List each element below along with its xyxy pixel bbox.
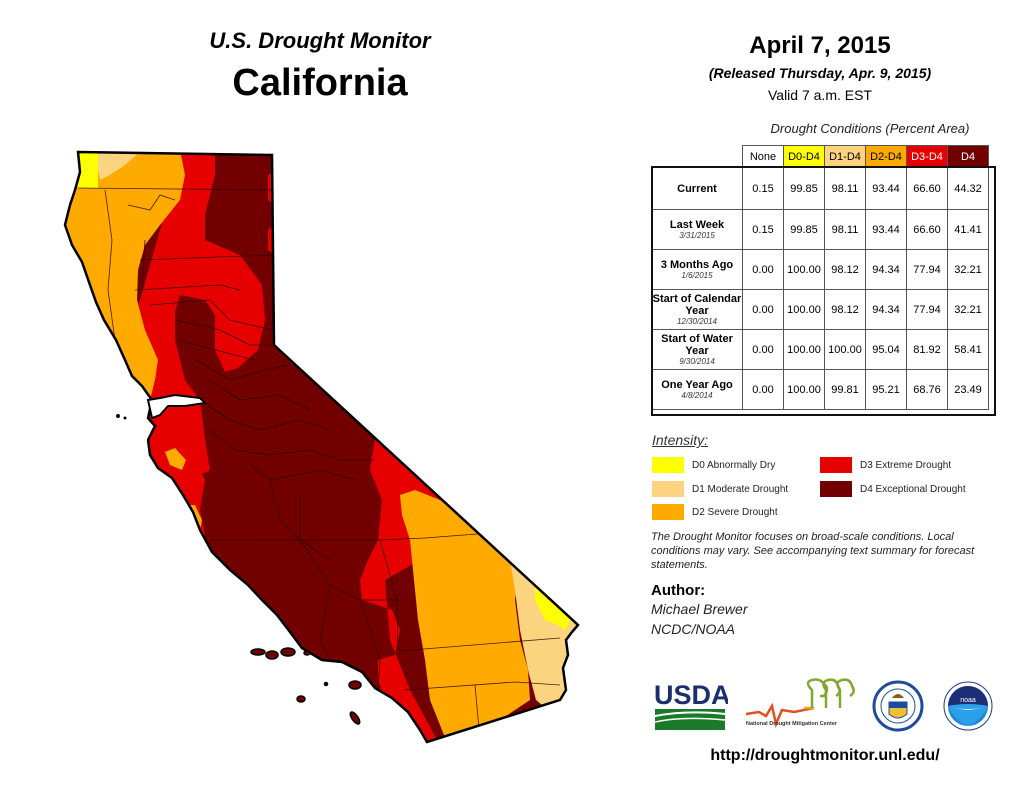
svg-text:USDA: USDA [654,680,728,710]
cell: 99.81 [824,369,866,410]
drought-conditions-table: None D0-D4 D1-D4 D2-D4 D3-D4 D4 Current … [651,145,989,410]
legend-item-d4: D4 Exceptional Drought [820,481,966,497]
california-drought-map [63,150,580,744]
col-d4: D4 [947,145,989,168]
usda-logo: USDA [654,680,728,730]
swatch-d0 [652,457,684,473]
cell: 93.44 [865,167,907,210]
cell: 95.04 [865,329,907,370]
swatch-d3 [820,457,852,473]
cell: 0.00 [742,249,784,290]
table-row: Last Week 3/31/2015 0.15 99.85 98.11 93.4… [651,209,989,250]
website-link[interactable]: http://droughtmonitor.unl.edu/ [710,747,940,764]
table-header-row: None D0-D4 D1-D4 D2-D4 D3-D4 D4 [652,145,989,168]
farallon-islands [116,414,127,420]
zone-d2-north [65,152,185,400]
cell: 0.15 [742,209,784,250]
cell: 99.85 [783,167,825,210]
cell: 94.34 [865,249,907,290]
cell: 98.11 [824,167,866,210]
author-name: Michael Brewer [651,601,748,617]
author-org: NCDC/NOAA [651,621,736,637]
zone-d3-north [120,152,265,480]
cell: 41.41 [947,209,989,250]
row-label: Last Week 3/31/2015 [651,209,743,250]
cell: 77.94 [906,289,948,330]
zone-d2-south [400,490,530,742]
swatch-d4 [820,481,852,497]
cell: 58.41 [947,329,989,370]
table-row: Start of Calendar Year 12/30/2014 0.00 10… [651,289,989,330]
cell: 0.15 [742,167,784,210]
legend-item-d0: D0 Abnormally Dry [652,457,775,473]
sf-bay [146,393,208,420]
swatch-d1 [652,481,684,497]
svg-text:noaa: noaa [960,697,976,704]
col-d2-d4: D2-D4 [865,145,907,168]
cell: 68.76 [906,369,948,410]
row-label: One Year Ago 4/8/2014 [651,369,743,410]
noaa-logo: noaa [943,681,993,731]
ndmc-logo: National Drought Mitigation Center [745,678,855,729]
cell: 93.44 [865,209,907,250]
cell: 95.21 [865,369,907,410]
legend-item-d3: D3 Extreme Drought [820,457,951,473]
col-none: None [742,145,784,168]
swatch-d2 [652,504,684,520]
table-row: One Year Ago 4/8/2014 0.00 100.00 99.81 9… [651,369,989,410]
valid-time: Valid 7 a.m. EST [767,87,872,103]
zone-d1-south [495,530,578,710]
zone-d0-north [70,152,98,188]
cell: 32.21 [947,289,989,330]
row-label: Start of Water Year 9/30/2014 [651,329,743,370]
cell: 44.32 [947,167,989,210]
map-title: U.S. Drought Monitor [209,28,431,53]
table-row: 3 Months Ago 1/6/2015 0.00 100.00 98.12 9… [651,249,989,290]
cell: 0.00 [742,369,784,410]
cell: 23.49 [947,369,989,410]
cell: 66.60 [906,167,948,210]
cell: 98.11 [824,209,866,250]
channel-islands [250,647,362,725]
row-label: Current [651,167,743,210]
cell: 100.00 [783,289,825,330]
map-date: April 7, 2015 [749,32,891,59]
disclaimer-text: The Drought Monitor focuses on broad-sca… [651,531,975,571]
table-row: Start of Water Year 9/30/2014 0.00 100.00… [651,329,989,370]
cell: 100.00 [783,369,825,410]
cell: 81.92 [906,329,948,370]
col-d0-d4: D0-D4 [783,145,825,168]
row-label: Start of Calendar Year 12/30/2014 [651,289,743,330]
commerce-seal-logo [872,680,924,732]
cell: 100.00 [783,329,825,370]
svg-text:National Drought Mitigation C: National Drought Mitigation Center [746,721,838,727]
legend-title: Intensity: [652,432,709,448]
author-label: Author: [651,582,706,599]
table-caption: Drought Conditions (Percent Area) [770,121,970,136]
legend-item-d1: D1 Moderate Drought [652,481,788,497]
cell: 0.00 [742,329,784,370]
col-d1-d4: D1-D4 [824,145,866,168]
cell: 0.00 [742,289,784,330]
state-name: California [232,62,408,104]
legend-item-d2: D2 Severe Drought [652,504,778,520]
col-d3-d4: D3-D4 [906,145,948,168]
table-row: Current 0.15 99.85 98.11 93.44 66.60 44.… [651,167,989,210]
cell: 98.12 [824,249,866,290]
cell: 100.00 [824,329,866,370]
row-label: 3 Months Ago 1/6/2015 [651,249,743,290]
cell: 98.12 [824,289,866,330]
cell: 66.60 [906,209,948,250]
cell: 99.85 [783,209,825,250]
cell: 100.00 [783,249,825,290]
cell: 32.21 [947,249,989,290]
cell: 94.34 [865,289,907,330]
cell: 77.94 [906,249,948,290]
release-date: (Released Thursday, Apr. 9, 2015) [708,65,932,81]
